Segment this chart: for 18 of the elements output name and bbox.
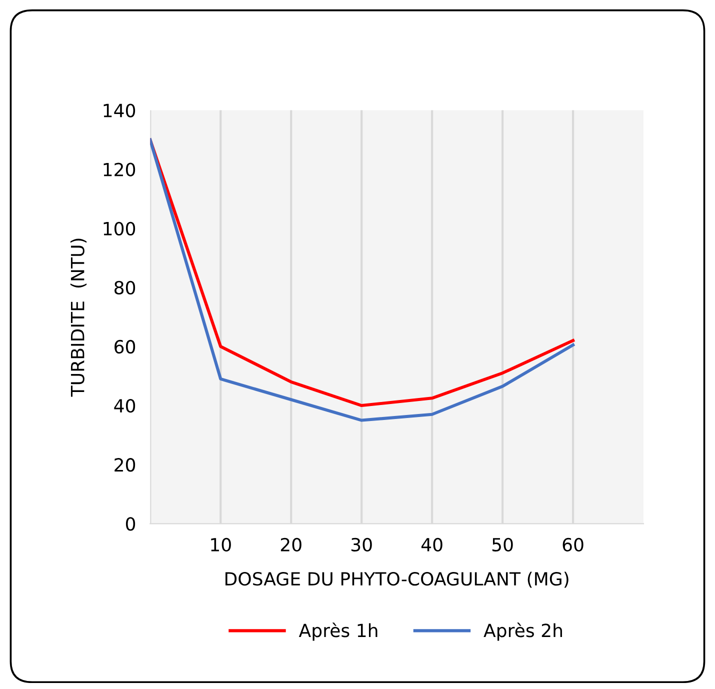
x-axis-title: DOSAGE DU PHYTO-COAGULANT (MG) [226, 572, 568, 588]
y-tick-label: 120 [104, 162, 136, 176]
y-tick-label: 0 [126, 517, 136, 531]
x-tick-label: 20 [280, 538, 302, 552]
legend-label: Après 2h [484, 622, 562, 641]
y-tick-label: 40 [114, 398, 136, 413]
y-tick-label: 20 [114, 458, 136, 472]
legend-label: Après 1h [298, 622, 378, 641]
x-tick-label: 60 [562, 538, 584, 552]
y-tick-label: 80 [114, 280, 136, 295]
x-tick-label: 50 [492, 538, 513, 552]
y-tick-label: 140 [104, 104, 136, 118]
x-tick-label: 30 [351, 538, 372, 552]
y-tick-label: 100 [104, 222, 136, 236]
y-tick-label: 60 [114, 340, 136, 354]
x-tick-label: 40 [421, 538, 442, 552]
x-tick-label: 10 [211, 538, 231, 552]
y-axis-title: TURBIDITE (NTU) [70, 238, 87, 397]
